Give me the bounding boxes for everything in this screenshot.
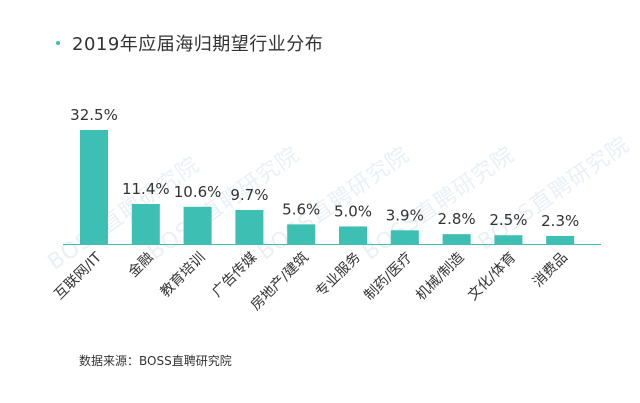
bar-2 [183, 206, 212, 244]
data-source-note: 数据来源：BOSS直聘研究院 [79, 354, 232, 368]
value-label-4: 5.6% [282, 200, 320, 218]
category-label-9: 消费品 [530, 250, 571, 291]
value-label-6: 3.9% [386, 206, 424, 224]
value-label-3: 9.7% [230, 186, 268, 204]
bar-3 [235, 209, 264, 244]
bar-0 [80, 130, 108, 244]
title-group: 2019年应届海归期望行业分布 [56, 30, 323, 56]
bar-6 [390, 230, 419, 244]
bar-9 [546, 235, 575, 244]
chart-title: 2019年应届海归期望行业分布 [72, 34, 324, 55]
category-label-7: 机械/制造 [413, 250, 467, 304]
bar-8 [494, 235, 523, 244]
bars-group [80, 130, 575, 244]
bar-1 [131, 204, 160, 244]
category-label-5: 专业服务 [313, 250, 364, 301]
category-label-3: 广告传媒 [209, 250, 260, 301]
bar-7 [442, 234, 471, 244]
category-label-6: 制药/医疗 [361, 250, 415, 304]
category-label-1: 金融 [126, 250, 157, 281]
bullet-dot-icon [56, 41, 60, 45]
category-label-0: 互联网/IT [52, 249, 106, 303]
category-label-2: 教育培训 [158, 250, 209, 301]
value-label-9: 2.3% [541, 212, 579, 230]
bar-5 [339, 226, 367, 244]
value-label-2: 10.6% [174, 183, 222, 201]
value-label-0: 32.5% [70, 106, 118, 124]
bar-4 [287, 224, 316, 244]
value-label-8: 2.5% [489, 211, 527, 229]
value-label-7: 2.8% [438, 210, 476, 228]
category-label-8: 文化/体育 [465, 250, 519, 304]
value-labels-group: 32.5% 11.4% 10.6% 9.7% 5.6% 5.0% 3.9% 2.8% 2.5% 2… [70, 106, 579, 230]
value-label-1: 11.4% [122, 180, 170, 198]
value-label-5: 5.0% [334, 202, 372, 220]
